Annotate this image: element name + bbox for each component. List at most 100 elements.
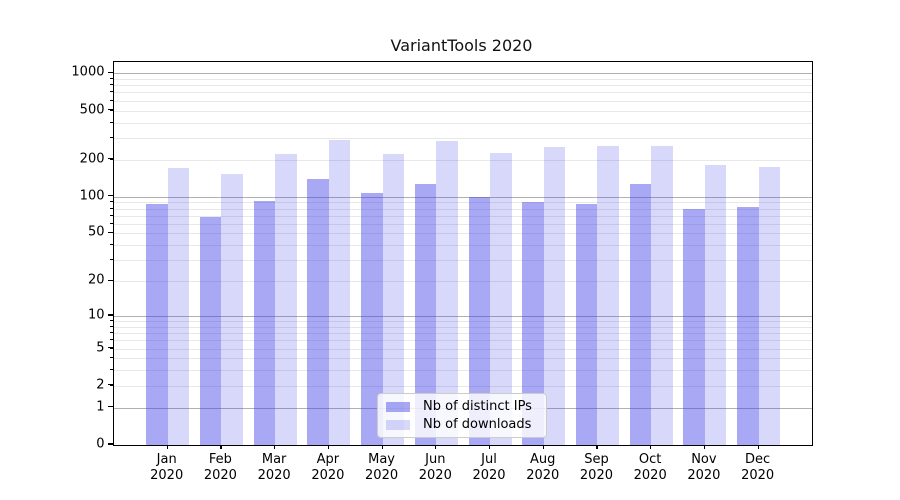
y-axis-tick-mark: [108, 195, 113, 197]
y-axis-tick-label: 0: [96, 436, 105, 452]
bar-downloads: [597, 145, 619, 445]
x-axis-tick-mark: [650, 445, 652, 450]
bar-downloads: [436, 141, 458, 445]
bar-distinct-ips: [199, 217, 222, 445]
gridline-minor: [113, 202, 812, 204]
x-axis-tick-label: Sep 2020: [579, 452, 613, 483]
x-axis-tick-mark: [220, 445, 222, 450]
x-axis-tick-mark: [274, 445, 276, 450]
gridline-minor: [113, 78, 812, 80]
x-axis-tick-mark: [757, 445, 759, 450]
x-axis-tick-label: Nov 2020: [687, 452, 721, 483]
y-axis-minor-tick-mark: [110, 347, 113, 349]
y-axis-minor-tick-mark: [110, 384, 113, 386]
y-axis-tick-label: 5: [96, 340, 105, 356]
bar-downloads: [221, 174, 243, 445]
x-axis-tick-label: Apr 2020: [311, 452, 345, 483]
x-axis-tick-mark: [166, 445, 168, 450]
y-axis-tick-label: 20: [87, 272, 105, 288]
bar-distinct-ips: [629, 183, 652, 445]
bar-distinct-ips: [361, 192, 383, 445]
bar-distinct-ips: [253, 200, 276, 445]
gridline-minor: [113, 260, 812, 262]
gridline-minor: [113, 208, 812, 210]
legend-item-distinct-ips: Nb of distinct IPs: [386, 399, 538, 415]
gridline-minor: [113, 92, 812, 94]
gridline-minor: [113, 245, 812, 247]
y-axis-tick-label: 1: [96, 399, 105, 415]
gridline-minor: [113, 159, 812, 161]
y-axis-tick-label: 200: [79, 151, 105, 167]
x-axis-tick-label: Jan 2020: [150, 452, 184, 483]
bar-downloads: [328, 140, 351, 445]
bar-distinct-ips: [575, 203, 598, 445]
gridline-minor: [113, 223, 812, 225]
gridline-minor: [113, 326, 812, 328]
y-axis-minor-tick-mark: [110, 280, 113, 282]
legend-item-downloads: Nb of downloads: [386, 417, 538, 433]
y-axis-tick-label: 10: [87, 307, 105, 323]
x-axis-tick-label: Jul 2020: [472, 452, 506, 483]
chart-title: VariantTools 2020: [390, 36, 533, 55]
x-axis-tick-label: Dec 2020: [741, 452, 775, 483]
gridline-minor: [113, 137, 812, 139]
bar-distinct-ips: [468, 196, 491, 445]
bar-downloads: [382, 153, 405, 445]
bar-downloads: [167, 168, 190, 445]
x-axis-tick-label: Aug 2020: [526, 452, 560, 483]
y-axis-tick-label: 500: [79, 102, 105, 118]
y-axis-minor-tick-mark: [110, 84, 113, 86]
y-axis-minor-tick-mark: [110, 214, 113, 216]
y-axis-tick-mark: [108, 314, 113, 316]
x-axis-tick-mark: [596, 445, 598, 450]
gridline-minor: [113, 215, 812, 217]
gridline-minor: [113, 122, 812, 124]
y-axis-tick-mark: [108, 384, 113, 386]
gridline-minor: [113, 333, 812, 335]
y-axis-minor-tick-mark: [110, 325, 113, 327]
bar-downloads: [543, 146, 566, 445]
x-axis-tick-label: Jun 2020: [418, 452, 452, 483]
y-axis-minor-tick-mark: [110, 136, 113, 138]
gridline-minor: [113, 100, 812, 102]
bar-distinct-ips: [146, 204, 168, 445]
y-axis-minor-tick-mark: [110, 369, 113, 371]
gridline-minor: [113, 348, 812, 350]
legend-swatch-distinct-ips: [386, 402, 410, 412]
y-axis-minor-tick-mark: [110, 207, 113, 209]
y-axis-minor-tick-mark: [110, 232, 113, 234]
gridline-major: [113, 315, 812, 317]
bar-downloads: [704, 165, 727, 445]
bar-downloads: [651, 145, 673, 445]
gridline-minor: [113, 85, 812, 87]
y-axis-tick-label: 50: [87, 224, 105, 240]
y-axis-tick-label: 2: [96, 377, 105, 393]
y-axis-minor-tick-mark: [110, 91, 113, 93]
gridline-minor: [113, 110, 812, 112]
y-axis-minor-tick-mark: [110, 121, 113, 123]
x-axis-tick-label: Mar 2020: [257, 452, 291, 483]
bar-distinct-ips: [307, 179, 329, 445]
bar-distinct-ips: [414, 184, 437, 445]
gridline-minor: [113, 385, 812, 387]
gridline-minor: [113, 358, 812, 360]
y-axis-minor-tick-mark: [110, 158, 113, 160]
gridline-minor: [113, 340, 812, 342]
y-axis-minor-tick-mark: [110, 357, 113, 359]
plot-area: [112, 60, 813, 446]
y-axis-tick-mark: [108, 443, 113, 445]
gridline-major: [113, 196, 812, 198]
y-axis-minor-tick-mark: [110, 77, 113, 79]
x-axis-tick-label: Feb 2020: [203, 452, 237, 483]
gridline-minor: [113, 321, 812, 323]
x-axis-tick-mark: [381, 445, 383, 450]
y-axis-minor-tick-mark: [110, 222, 113, 224]
y-axis-minor-tick-mark: [110, 332, 113, 334]
y-axis-minor-tick-mark: [110, 244, 113, 246]
y-axis-tick-label: 1000: [71, 64, 105, 80]
x-axis-tick-label: May 2020: [365, 452, 399, 483]
gridline-minor: [113, 281, 812, 283]
legend: Nb of distinct IPs Nb of downloads: [377, 393, 547, 438]
x-axis-tick-mark: [703, 445, 706, 450]
